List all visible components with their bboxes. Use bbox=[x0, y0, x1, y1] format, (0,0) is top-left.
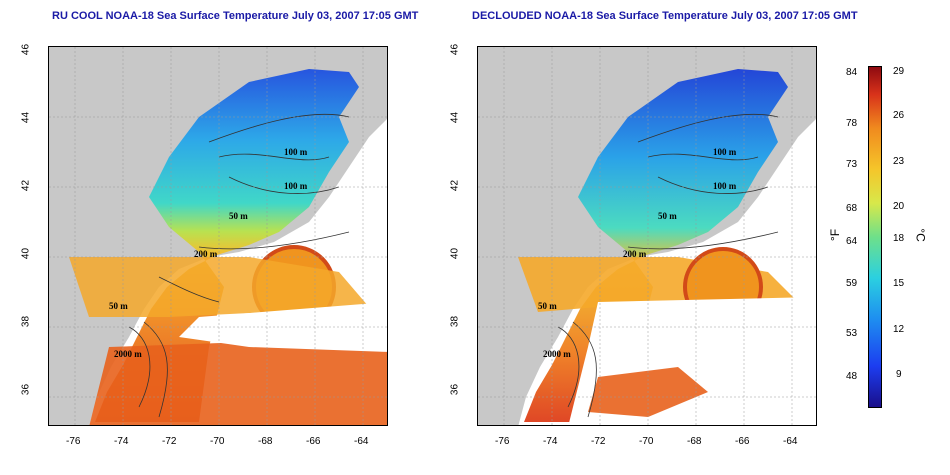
colorbar-c-label: 9 bbox=[896, 369, 902, 380]
x-tick: -76 bbox=[495, 436, 510, 447]
colorbar-c-label: 18 bbox=[893, 233, 905, 244]
colorbar-f-label: 84 bbox=[846, 67, 858, 78]
y-tick: 44 bbox=[20, 111, 32, 124]
y-tick: 38 bbox=[449, 315, 461, 328]
x-tick: -72 bbox=[591, 436, 606, 447]
x-tick: -74 bbox=[114, 436, 129, 447]
y-tick: 38 bbox=[20, 315, 32, 328]
y-tick: 42 bbox=[20, 179, 32, 192]
colorbar-c-label: 15 bbox=[893, 278, 905, 289]
x-tick: -68 bbox=[687, 436, 702, 447]
colorbar-f-label: 48 bbox=[846, 371, 858, 382]
colorbar-f-label: 53 bbox=[846, 328, 858, 339]
colorbar-c-label: 20 bbox=[893, 201, 905, 212]
contour-label: 200 m bbox=[194, 249, 218, 259]
colorbar-c-label: 23 bbox=[893, 156, 905, 167]
sst-field bbox=[95, 69, 359, 422]
left-map-canvas: 100 m 100 m 50 m 200 m 50 m 2000 m bbox=[49, 47, 387, 425]
colorbar-f-label: 64 bbox=[846, 236, 858, 247]
y-tick: 46 bbox=[449, 43, 461, 56]
x-tick: -70 bbox=[639, 436, 654, 447]
contour-label: 50 m bbox=[538, 301, 557, 311]
y-tick: 36 bbox=[449, 383, 461, 396]
colorbar-f-label: 59 bbox=[846, 278, 858, 289]
contour-label: 2000 m bbox=[114, 349, 142, 359]
colorbar-c-label: 29 bbox=[893, 66, 905, 77]
right-sst-map: 100 m 100 m 50 m 200 m 50 m 2000 m bbox=[477, 46, 817, 426]
colorbar-c-label: 12 bbox=[893, 324, 905, 335]
colorbar-unit-f: °F bbox=[828, 228, 843, 242]
contour-label: 50 m bbox=[658, 211, 677, 221]
temperature-colorbar bbox=[868, 66, 882, 408]
colorbar-f-label: 78 bbox=[846, 118, 858, 129]
y-tick: 36 bbox=[20, 383, 32, 396]
left-sst-map: 100 m 100 m 50 m 200 m 50 m 2000 m bbox=[48, 46, 388, 426]
y-tick: 42 bbox=[449, 179, 461, 192]
x-tick: -74 bbox=[543, 436, 558, 447]
y-tick: 44 bbox=[449, 111, 461, 124]
y-tick: 40 bbox=[449, 247, 461, 260]
x-tick: -64 bbox=[783, 436, 798, 447]
colorbar-f-label: 68 bbox=[846, 203, 858, 214]
colorbar-f-label: 73 bbox=[846, 159, 858, 170]
lat-lon-grid bbox=[478, 47, 816, 425]
colorbar-c-label: 26 bbox=[893, 110, 905, 121]
x-tick: -66 bbox=[735, 436, 750, 447]
contour-label: 50 m bbox=[109, 301, 128, 311]
contour-label: 2000 m bbox=[543, 349, 571, 359]
x-tick: -76 bbox=[66, 436, 81, 447]
sst-field bbox=[524, 69, 788, 422]
contour-label: 100 m bbox=[713, 181, 737, 191]
right-map-canvas: 100 m 100 m 50 m 200 m 50 m 2000 m bbox=[478, 47, 816, 425]
contour-label: 200 m bbox=[623, 249, 647, 259]
right-map-title: DECLOUDED NOAA-18 Sea Surface Temperatur… bbox=[472, 10, 858, 22]
contour-label: 100 m bbox=[713, 147, 737, 157]
x-tick: -64 bbox=[354, 436, 369, 447]
contour-label: 100 m bbox=[284, 181, 308, 191]
bathymetry-contours bbox=[128, 113, 350, 418]
lat-lon-grid bbox=[49, 47, 387, 425]
x-tick: -68 bbox=[258, 436, 273, 447]
warm-band bbox=[89, 337, 387, 425]
bathymetry-contours bbox=[557, 113, 779, 418]
x-tick: -70 bbox=[210, 436, 225, 447]
x-tick: -72 bbox=[162, 436, 177, 447]
contour-label: 100 m bbox=[284, 147, 308, 157]
colorbar-unit-c: °C bbox=[913, 228, 928, 242]
y-tick: 46 bbox=[20, 43, 32, 56]
contour-label: 50 m bbox=[229, 211, 248, 221]
x-tick: -66 bbox=[306, 436, 321, 447]
left-map-title: RU COOL NOAA-18 Sea Surface Temperature … bbox=[52, 10, 419, 22]
y-tick: 40 bbox=[20, 247, 32, 260]
